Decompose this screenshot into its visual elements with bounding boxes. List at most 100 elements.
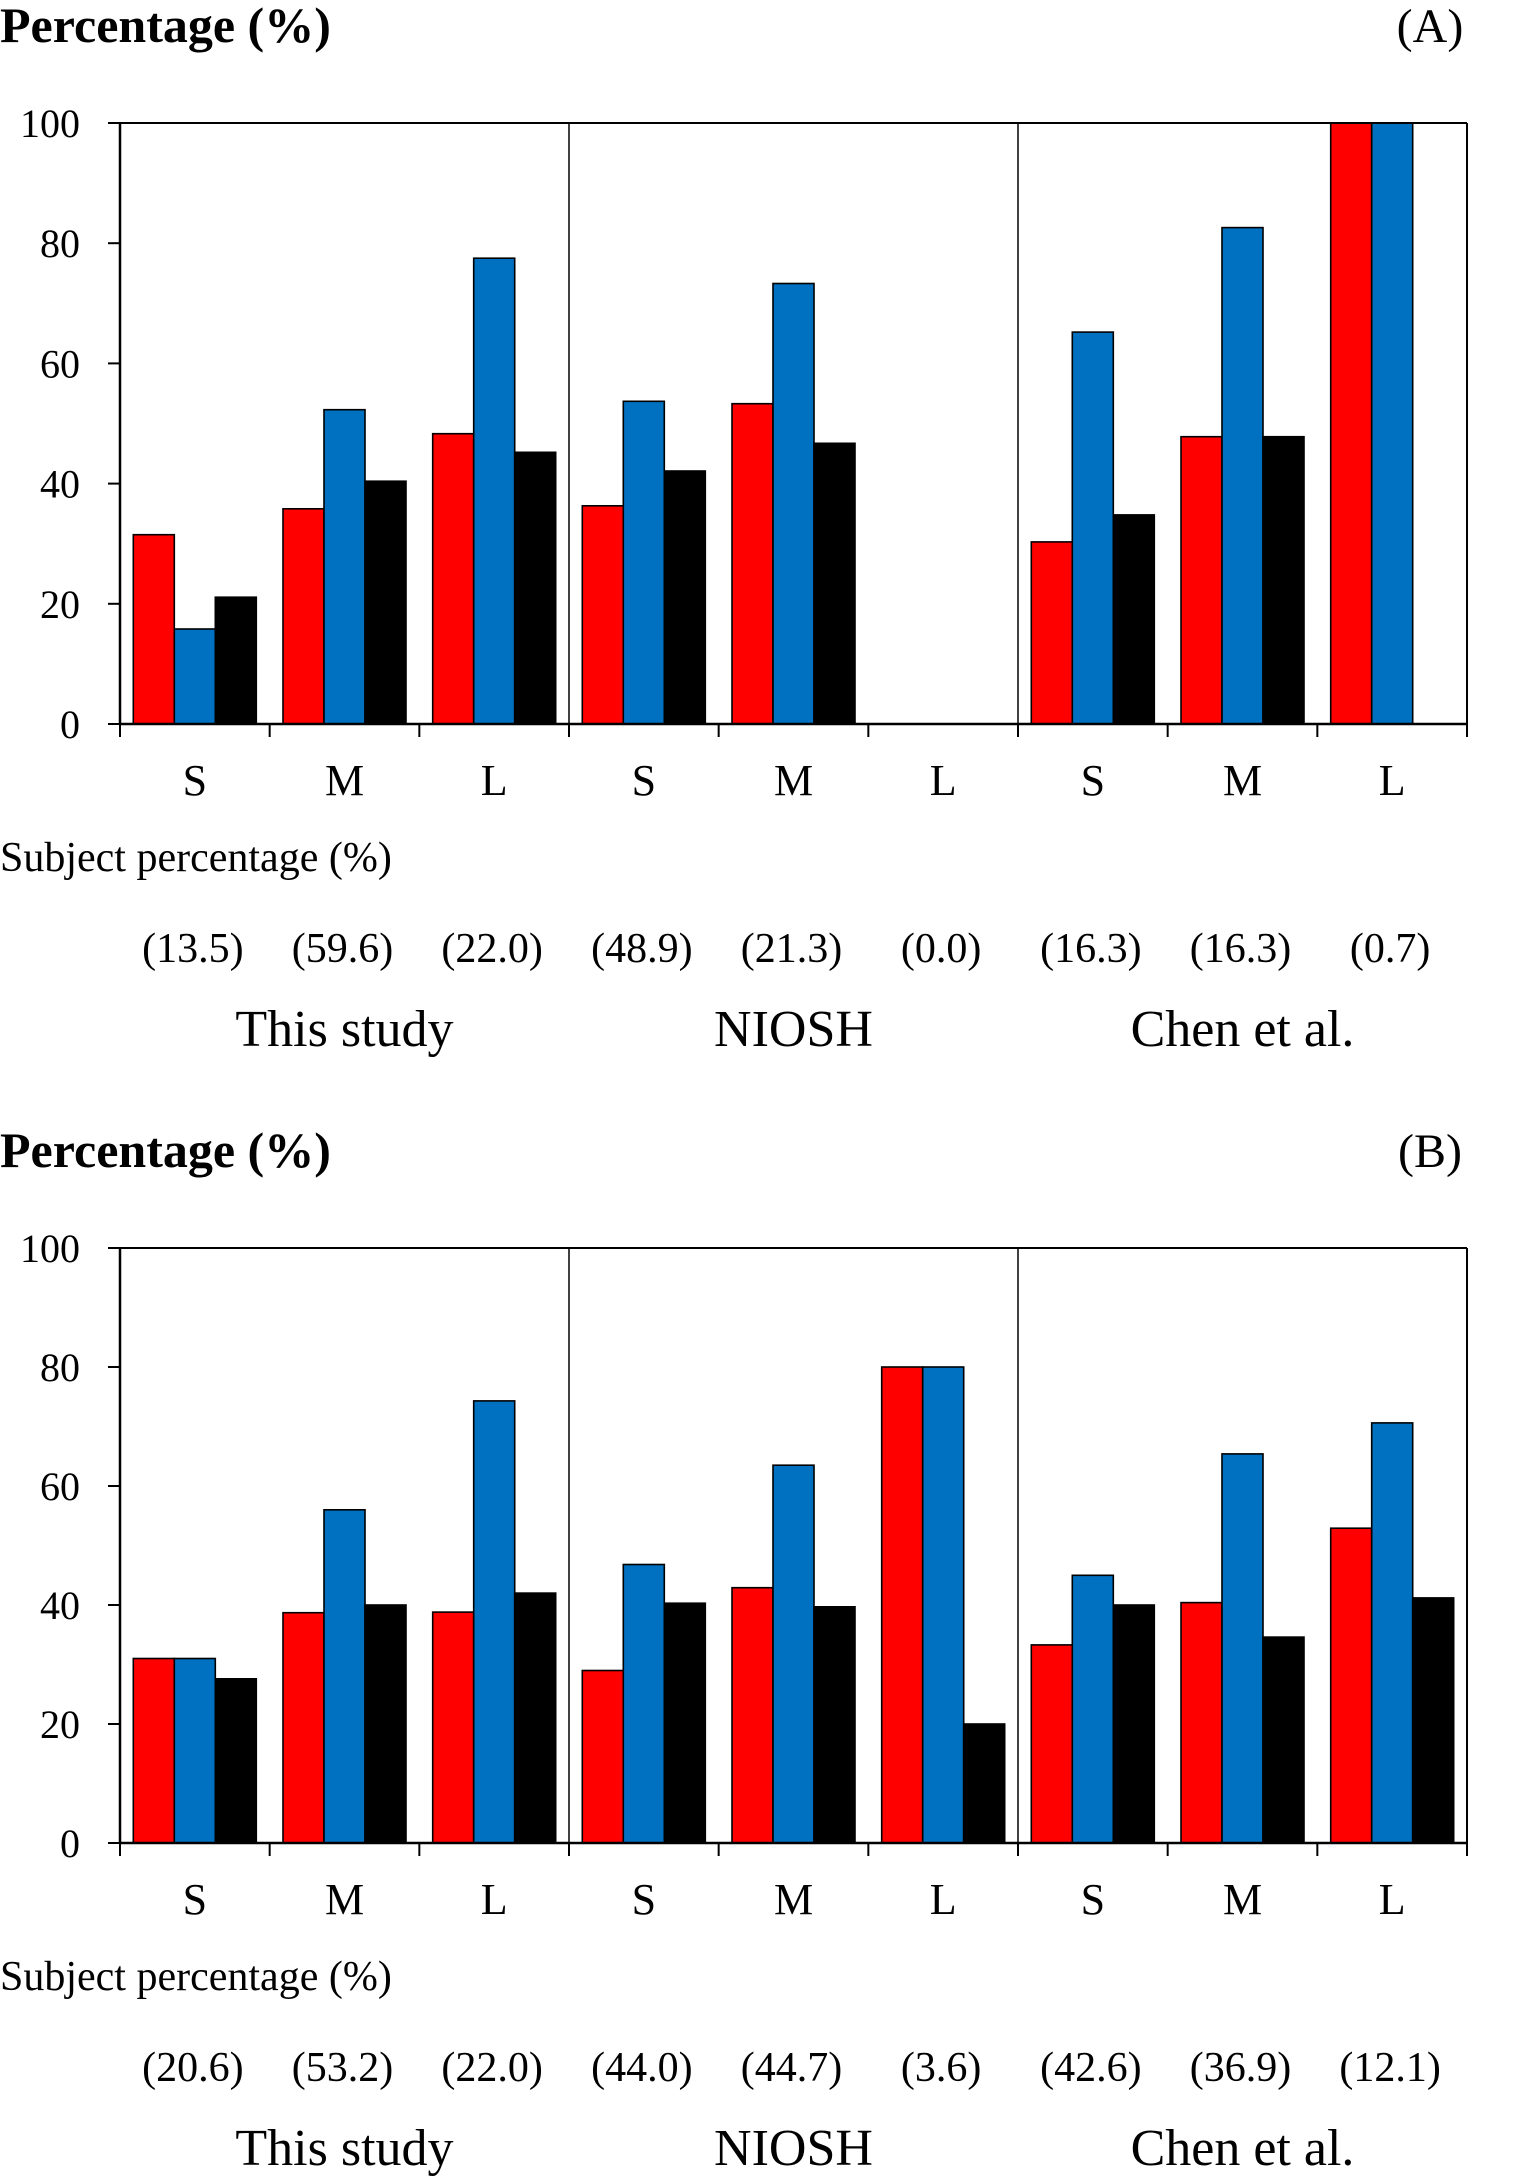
subject-percentage-value: (44.7): [741, 2045, 842, 2091]
bar: [1411, 1597, 1455, 1844]
panel-label: (B): [1398, 1125, 1462, 1178]
x-tick-label: S: [632, 756, 656, 805]
x-tick-label: S: [632, 1875, 656, 1924]
x-tick-label: S: [1081, 1875, 1105, 1924]
bar: [431, 432, 475, 725]
group-label: NIOSH: [714, 1001, 873, 1058]
bar: [323, 1509, 366, 1844]
x-tick-label: S: [183, 756, 207, 805]
x-tick-label: M: [325, 756, 364, 805]
chart-panel-b: Percentage (%) (B) 0 20 40 60 80 100 S M L S M L S M L Su…: [0, 1122, 1468, 2176]
bar: [132, 1657, 176, 1844]
bar: [323, 408, 366, 725]
subject-percentage-value: (3.6): [901, 2045, 981, 2091]
bar: [622, 1563, 666, 1844]
group-label: Chen et al.: [1131, 2120, 1355, 2176]
group-label: This study: [235, 2120, 453, 2176]
bar: [364, 480, 407, 725]
y-axis-title: Percentage (%): [0, 1122, 331, 1178]
subject-percentage-value: (16.3): [1040, 926, 1141, 972]
x-tick-label: L: [930, 756, 957, 805]
subject-percentage-value: (22.0): [441, 2045, 542, 2091]
subject-percentage-label: Subject percentage (%): [0, 1954, 392, 2000]
subject-percentage-value: (44.0): [591, 2045, 692, 2091]
subject-percentage-value: (16.3): [1190, 926, 1291, 972]
x-tick-label: M: [1223, 1875, 1262, 1924]
y-axis-title: Percentage (%): [0, 0, 331, 53]
bar: [513, 1592, 557, 1844]
bar: [921, 1366, 965, 1844]
x-tick-label: S: [1081, 756, 1105, 805]
bar: [132, 533, 176, 725]
bar: [663, 470, 707, 725]
bar: [1329, 1527, 1373, 1844]
bar: [622, 400, 666, 725]
bar: [813, 1606, 856, 1844]
y-tick-label: 20: [40, 1702, 80, 1747]
bar: [731, 402, 774, 725]
subject-percentage-value: (0.7): [1350, 926, 1430, 972]
bar: [1030, 541, 1074, 725]
y-tick-label: 80: [40, 221, 80, 266]
subject-percentage-value: (0.0): [901, 926, 981, 972]
bar: [1262, 435, 1305, 725]
group-label: NIOSH: [714, 2120, 873, 2176]
subject-percentage-value: (48.9): [591, 926, 692, 972]
subject-percentage-label: Subject percentage (%): [0, 835, 392, 881]
subject-percentage-value: (53.2): [292, 2045, 393, 2091]
subject-percentage-value: (13.5): [142, 926, 243, 972]
x-tick-label: L: [481, 756, 508, 805]
subject-percentage-value: (21.3): [741, 926, 842, 972]
bar: [214, 596, 258, 725]
bar: [1112, 514, 1156, 725]
bar: [513, 451, 557, 725]
group-label: Chen et al.: [1131, 1001, 1355, 1058]
bar: [1221, 226, 1264, 725]
subject-percentage-value: (59.6): [292, 926, 393, 972]
bar: [772, 1464, 815, 1844]
bar: [1112, 1604, 1156, 1844]
bar: [173, 1657, 217, 1844]
bar: [1030, 1644, 1074, 1844]
subject-percentage-value: (20.6): [142, 2045, 243, 2091]
bar: [772, 282, 815, 725]
y-tick-label: 20: [40, 582, 80, 627]
bar: [472, 1400, 516, 1844]
bar: [731, 1586, 774, 1844]
bar: [1370, 122, 1414, 725]
y-tick-label: 40: [40, 1583, 80, 1628]
bar: [364, 1604, 407, 1844]
x-tick-label: M: [774, 1875, 813, 1924]
bar: [282, 1611, 325, 1844]
x-tick-label: M: [1223, 756, 1262, 805]
y-tick-label: 60: [40, 341, 80, 386]
group-label: This study: [235, 1001, 453, 1058]
bar: [1180, 435, 1223, 725]
bar: [1262, 1636, 1305, 1844]
y-tick-label: 0: [60, 702, 80, 747]
y-tick-label: 0: [60, 1821, 80, 1866]
bar: [581, 504, 625, 725]
subject-percentage-value: (36.9): [1190, 2045, 1291, 2091]
bar: [1221, 1453, 1264, 1844]
x-tick-label: L: [930, 1875, 957, 1924]
bar: [1370, 1422, 1414, 1844]
subject-percentage-value: (12.1): [1339, 2045, 1440, 2091]
chart-panel-a: Percentage (%) (A) 0 20 40 60 80 100 S M L S M L S M L Su…: [0, 0, 1468, 1058]
subject-percentage-value: (42.6): [1040, 2045, 1141, 2091]
subject-percentage-value: (22.0): [441, 926, 542, 972]
bar: [1071, 331, 1115, 725]
x-tick-label: M: [325, 1875, 364, 1924]
y-tick-label: 80: [40, 1345, 80, 1390]
y-tick-label: 100: [20, 101, 80, 146]
bar: [1180, 1601, 1223, 1844]
x-tick-label: L: [1379, 756, 1406, 805]
bar: [962, 1723, 1006, 1844]
x-tick-label: M: [774, 756, 813, 805]
bar: [581, 1669, 625, 1844]
x-tick-label: L: [1379, 1875, 1406, 1924]
bar: [1329, 122, 1373, 725]
y-tick-label: 40: [40, 462, 80, 507]
bar: [1071, 1574, 1115, 1844]
